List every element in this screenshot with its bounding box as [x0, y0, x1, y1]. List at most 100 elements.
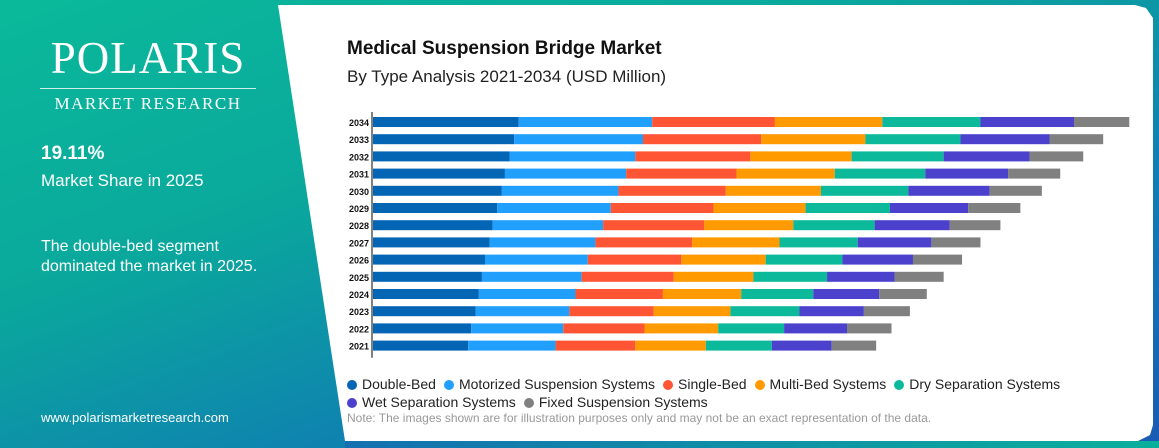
bar-segment-wet-separation-systems-2023	[799, 306, 864, 317]
bar-segment-double-bed-2024	[373, 289, 479, 299]
bar-segment-multi-bed-systems-2024	[662, 289, 742, 299]
bar-segment-fixed-suspension-systems-2028	[949, 220, 1001, 231]
bar-segment-wet-separation-systems-2028	[874, 220, 950, 231]
y-tick-label: 2025	[349, 273, 369, 283]
stacked-bar-chart: 2034 2033 2032 2031 2030 2029 2028 2027 2026 2025…	[349, 112, 1130, 358]
bar-segment-wet-separation-systems-2021	[771, 340, 832, 351]
legend-dot-icon	[347, 398, 357, 408]
bar-segment-fixed-suspension-systems-2022	[847, 323, 892, 334]
bar-segment-dry-separation-systems-2027	[779, 237, 858, 248]
y-tick-label: 2028	[349, 221, 369, 231]
bar-segment-double-bed-2022	[373, 323, 472, 334]
legend-dot-icon	[754, 380, 765, 390]
legend-label: Double-Bed	[362, 376, 436, 392]
bar-segment-wet-separation-systems-2026	[842, 254, 913, 265]
bar-segment-double-bed-2029	[373, 203, 498, 213]
bar-segment-fixed-suspension-systems-2024	[879, 289, 927, 299]
logo-name: POLARIS	[50, 33, 246, 83]
bar-segment-multi-bed-systems-2026	[681, 254, 766, 265]
bar-segment-dry-separation-systems-2034	[882, 117, 981, 127]
bar-segment-single-bed-2032	[635, 151, 751, 162]
legend-label: Single-Bed	[678, 376, 747, 392]
y-tick-label: 2026	[349, 256, 369, 266]
bar-segment-motorized-suspension-systems-2027	[489, 237, 596, 248]
market-share-label: Market Share in 2025	[41, 171, 204, 190]
bar-segment-dry-separation-systems-2029	[805, 203, 890, 213]
bar-segment-fixed-suspension-systems-2027	[931, 237, 981, 248]
bar-segment-double-bed-2031	[373, 168, 505, 179]
bar-segment-double-bed-2033	[373, 134, 515, 145]
y-tick-label: 2029	[349, 204, 369, 214]
legend-item: Fixed Suspension Systems	[523, 393, 708, 411]
legend-dot-icon	[443, 380, 454, 390]
bar-segment-multi-bed-systems-2033	[761, 134, 866, 145]
bar-segment-motorized-suspension-systems-2028	[492, 220, 604, 231]
chart-subtitle: By Type Analysis 2021-2034 (USD Million)	[347, 67, 667, 86]
legend-dot-icon	[894, 380, 905, 390]
bar-segment-motorized-suspension-systems-2023	[475, 306, 570, 317]
bar-segment-dry-separation-systems-2030	[820, 185, 909, 196]
bar-segment-single-bed-2033	[642, 134, 762, 145]
website-link[interactable]: www.polarismarketresearch.com	[41, 410, 229, 425]
bar-segment-wet-separation-systems-2033	[960, 134, 1050, 145]
legend-label: Wet Separation Systems	[362, 394, 516, 410]
bar-segment-multi-bed-systems-2034	[774, 117, 883, 127]
bar-segment-multi-bed-systems-2022	[644, 323, 719, 334]
bar-segment-motorized-suspension-systems-2021	[468, 340, 556, 351]
bar-segment-double-bed-2034	[373, 117, 519, 127]
bar-segment-single-bed-2028	[603, 220, 705, 231]
market-share-value: 19.11%	[41, 143, 105, 164]
bar-segment-double-bed-2028	[373, 220, 493, 231]
y-tick-label: 2021	[349, 342, 369, 352]
bar-segment-motorized-suspension-systems-2032	[509, 151, 636, 162]
legend-label: Motorized Suspension Systems	[458, 376, 656, 392]
bar-segment-fixed-suspension-systems-2023	[863, 306, 910, 317]
bar-segment-multi-bed-systems-2025	[673, 271, 754, 282]
legend-label: Dry Separation Systems	[909, 376, 1061, 392]
logo-tagline: MARKET RESEARCH	[54, 94, 242, 113]
y-tick-label: 2031	[349, 170, 369, 180]
bar-segment-dry-separation-systems-2033	[865, 134, 961, 145]
bar-segment-double-bed-2032	[373, 151, 510, 162]
bar-segment-fixed-suspension-systems-2033	[1049, 134, 1104, 145]
bar-segment-dry-separation-systems-2031	[834, 168, 926, 179]
bar-segment-dry-separation-systems-2022	[718, 323, 785, 334]
bar-segment-single-bed-2025	[581, 271, 674, 282]
bar-segment-multi-bed-systems-2021	[635, 340, 706, 351]
legend-item: Multi-Bed Systems	[754, 375, 887, 393]
legend-dot-icon	[663, 380, 674, 390]
bar-segment-wet-separation-systems-2034	[980, 117, 1075, 127]
bar-segment-motorized-suspension-systems-2034	[518, 117, 653, 127]
bar-segment-dry-separation-systems-2028	[793, 220, 875, 231]
bar-segment-wet-separation-systems-2025	[827, 271, 895, 282]
polaris-logo: POLARIS MARKET RESEARCH	[40, 34, 256, 114]
bar-segment-motorized-suspension-systems-2022	[471, 323, 564, 334]
bar-segment-motorized-suspension-systems-2029	[497, 203, 611, 213]
bar-segment-single-bed-2021	[555, 340, 636, 351]
bar-segment-double-bed-2027	[373, 237, 490, 248]
bar-segment-dry-separation-systems-2026	[765, 254, 843, 265]
bar-segment-single-bed-2023	[569, 306, 654, 317]
bar-segment-wet-separation-systems-2029	[889, 203, 969, 213]
y-tick-label: 2027	[349, 238, 369, 248]
bar-segment-motorized-suspension-systems-2025	[481, 271, 582, 282]
bar-segment-double-bed-2030	[373, 185, 502, 196]
y-tick-label: 2024	[349, 290, 369, 300]
legend-label: Multi-Bed Systems	[769, 376, 887, 392]
bar-segment-dry-separation-systems-2023	[730, 306, 800, 317]
bar-segment-wet-separation-systems-2030	[908, 185, 990, 196]
bar-segment-fixed-suspension-systems-2030	[989, 185, 1042, 196]
bar-segment-single-bed-2024	[575, 289, 663, 299]
bar-segment-motorized-suspension-systems-2026	[484, 254, 588, 265]
bar-segment-fixed-suspension-systems-2034	[1074, 117, 1130, 127]
bar-segment-wet-separation-systems-2032	[943, 151, 1030, 162]
bar-segment-fixed-suspension-systems-2029	[968, 203, 1021, 213]
bar-segment-single-bed-2022	[563, 323, 645, 334]
segment-description: The double-bed segment dominated the mar…	[41, 238, 258, 275]
legend-label: Fixed Suspension Systems	[538, 394, 708, 410]
y-tick-label: 2023	[349, 307, 369, 317]
bar-segment-dry-separation-systems-2032	[851, 151, 944, 162]
bar-segment-wet-separation-systems-2022	[784, 323, 848, 334]
legend-item: Dry Separation Systems	[894, 375, 1060, 393]
y-tick-label: 2022	[349, 324, 369, 334]
